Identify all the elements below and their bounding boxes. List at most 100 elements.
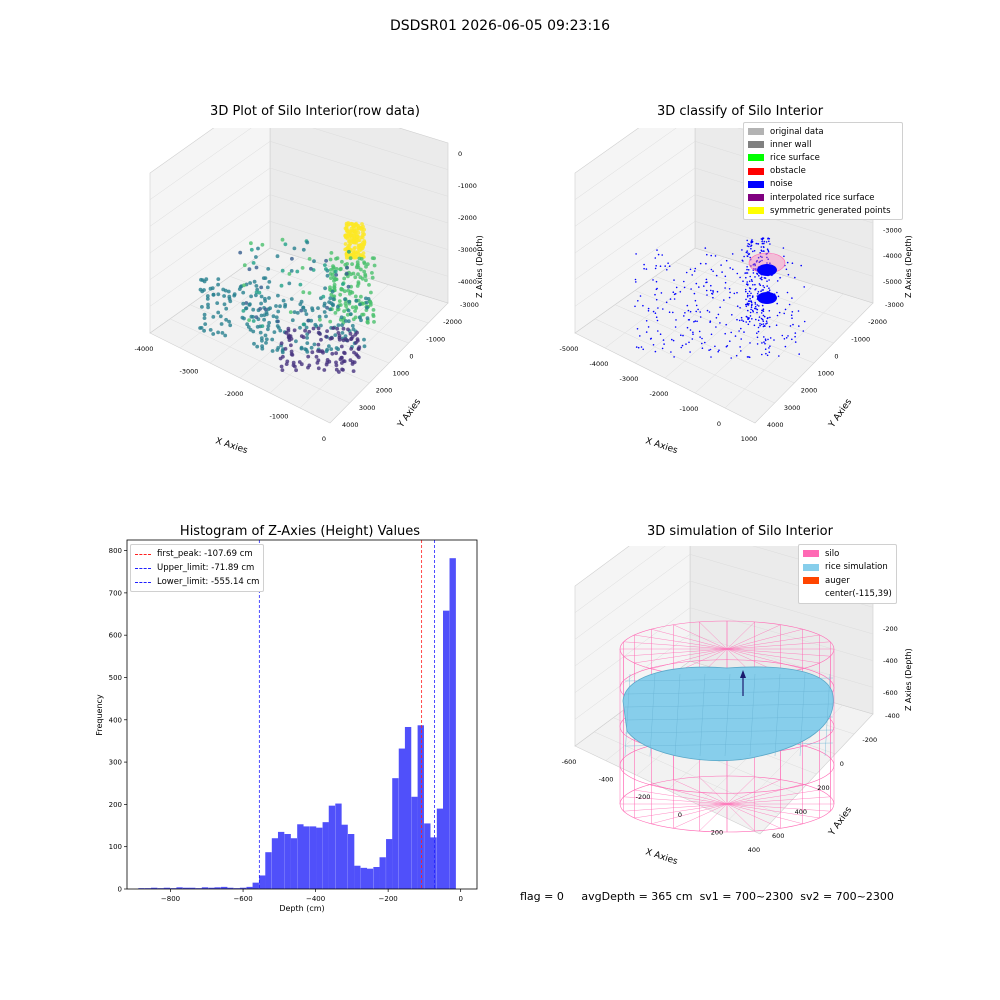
- noise-point: [645, 268, 648, 270]
- histogram-bar: [239, 887, 247, 889]
- noise-point: [739, 346, 741, 348]
- data-point: [343, 334, 348, 338]
- x-tick-label: 0: [678, 811, 682, 819]
- status-sv2: sv2 = 700~2300: [800, 890, 894, 903]
- noise-point: [673, 279, 675, 281]
- data-point: [299, 334, 304, 338]
- data-point: [344, 233, 348, 238]
- data-point: [362, 269, 367, 274]
- data-point: [356, 347, 361, 351]
- data-point: [336, 304, 340, 309]
- data-point: [319, 323, 323, 328]
- data-point: [331, 326, 336, 330]
- data-point: [259, 294, 264, 299]
- noise-point: [739, 307, 741, 309]
- data-point: [298, 282, 303, 287]
- data-point: [324, 334, 328, 339]
- noise-point: [701, 337, 703, 340]
- y-tick-label: 0: [840, 760, 844, 768]
- data-point: [342, 309, 346, 313]
- noise-point: [711, 293, 714, 295]
- silo-floor-spoke: [726, 796, 831, 805]
- grid-line: [149, 194, 271, 280]
- data-point: [339, 287, 344, 292]
- noise-point: [756, 292, 759, 295]
- silo-roof-spoke: [726, 624, 781, 650]
- data-point: [202, 312, 207, 317]
- noise-point: [701, 347, 704, 349]
- data-point: [289, 343, 293, 348]
- z-tick-label: 0: [458, 150, 462, 158]
- histogram-bar: [208, 887, 215, 889]
- data-point: [276, 293, 280, 298]
- noise-point: [655, 280, 658, 283]
- legend-item: center(-115,39): [803, 588, 892, 602]
- noise-point: [680, 346, 683, 349]
- data-point: [350, 305, 355, 310]
- noise-point: [704, 341, 706, 344]
- data-point: [290, 353, 295, 357]
- data-point: [270, 337, 275, 342]
- rice-mesh-line: [624, 703, 834, 708]
- data-point: [279, 341, 284, 346]
- histogram-bar: [366, 868, 374, 889]
- noise-point: [776, 291, 778, 294]
- data-point: [244, 306, 249, 311]
- data-point: [280, 268, 285, 273]
- x-tick-label: -3000: [180, 368, 199, 376]
- data-point: [340, 323, 344, 327]
- data-point: [316, 326, 321, 331]
- noise-point: [652, 279, 654, 281]
- data-point: [266, 327, 270, 332]
- noise-point: [758, 316, 761, 318]
- histogram-bar: [227, 887, 234, 889]
- simulation-3d-plot: -600-400-2000200400-400-2000200400600200…: [562, 546, 913, 867]
- data-point: [344, 255, 349, 260]
- raw-3d-xlabel: X Axies: [214, 436, 249, 456]
- histogram-bar: [277, 831, 285, 889]
- noise-point: [661, 347, 664, 350]
- noise-point: [639, 295, 642, 297]
- histogram-ticks: −800 −600 −400 −200 0 0 100 200 300 400 500 600 700 8…: [109, 547, 463, 903]
- data-point: [358, 302, 362, 307]
- legend-swatch: [748, 128, 764, 136]
- legend-item: original data: [748, 125, 898, 138]
- y-tick-label: -1000: [851, 335, 870, 343]
- grid-line: [574, 554, 691, 640]
- noise-point: [757, 326, 760, 329]
- x-tick-label: 0: [322, 435, 326, 443]
- silo-roof-spoke: [726, 621, 755, 650]
- noise-point: [674, 293, 677, 295]
- data-point: [292, 246, 297, 251]
- data-point: [304, 312, 309, 316]
- data-point: [287, 281, 292, 286]
- noise-point: [724, 332, 726, 335]
- data-point: [259, 285, 264, 290]
- noise-point: [761, 256, 763, 258]
- noise-point: [710, 284, 712, 287]
- data-point: [356, 265, 361, 270]
- noise-point: [734, 335, 737, 337]
- noise-point: [750, 300, 752, 302]
- data-point: [370, 275, 375, 280]
- data-point: [222, 302, 227, 307]
- noise-point: [755, 308, 757, 310]
- y-tick-label: 200: [817, 784, 829, 792]
- classify-3d-zlabel: Z Axies (Depth): [904, 235, 913, 298]
- y-tick-label: 600: [772, 832, 784, 840]
- silo-roof-spoke: [651, 629, 728, 650]
- histogram-bar: [303, 826, 310, 889]
- data-point: [344, 226, 349, 230]
- data-point: [343, 297, 347, 302]
- rice-mesh-line: [724, 673, 731, 757]
- noise-point: [757, 319, 760, 322]
- status-flag: flag = 0: [520, 890, 564, 903]
- data-point: [263, 299, 267, 303]
- data-point: [299, 299, 304, 304]
- data-point: [266, 307, 271, 311]
- legend-item: Upper_limit: -71.89 cm: [135, 561, 259, 575]
- data-point: [331, 297, 336, 302]
- data-point: [210, 286, 215, 291]
- data-point: [254, 265, 259, 270]
- rice-mesh-line: [774, 673, 781, 757]
